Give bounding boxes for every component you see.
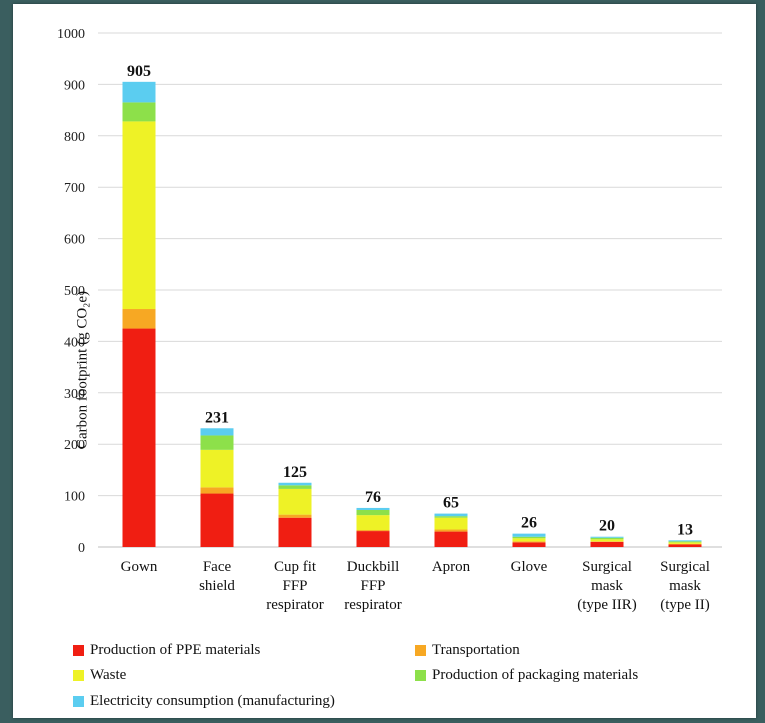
y-tick-label: 800 xyxy=(64,130,85,145)
bar-segment xyxy=(356,509,390,516)
bar-segment xyxy=(122,81,156,103)
x-tick-label: mask xyxy=(591,578,623,594)
y-axis-label: Carbon footprint (g CO₂e) xyxy=(74,290,91,450)
x-tick-label: Surgical xyxy=(582,559,632,575)
bar-segment xyxy=(434,531,468,547)
y-tick-label: 200 xyxy=(64,438,85,453)
bar-segment xyxy=(200,493,234,547)
x-tick-label: respirator xyxy=(344,597,401,613)
bar-segment xyxy=(200,428,234,436)
bar-segment xyxy=(668,542,702,544)
bar-segment xyxy=(668,544,702,547)
bar-segment xyxy=(200,487,234,494)
y-tick-label: 500 xyxy=(64,284,85,299)
bar-segment xyxy=(590,541,624,542)
bar-segment xyxy=(200,449,234,488)
total-data-label: 905 xyxy=(127,63,151,80)
x-tick-label: Duckbill xyxy=(347,559,400,575)
bar-segment xyxy=(512,542,546,547)
y-tick-label: 900 xyxy=(64,78,85,93)
bar-segment xyxy=(122,102,156,122)
total-data-label: 76 xyxy=(365,489,381,506)
bar-segment xyxy=(278,482,312,486)
bar-segment xyxy=(278,517,312,547)
bar-segment xyxy=(122,309,156,329)
bar-segment xyxy=(590,539,624,542)
bar-segment xyxy=(356,507,390,510)
y-tick-label: 100 xyxy=(64,490,85,505)
total-data-label: 13 xyxy=(677,521,693,538)
y-tick-label: 1000 xyxy=(57,27,85,42)
x-tick-label: Gown xyxy=(121,559,158,575)
x-tick-label: (type II) xyxy=(660,597,710,613)
bar-segment xyxy=(278,514,312,518)
total-data-label: 26 xyxy=(521,515,537,532)
bar-segment xyxy=(512,541,546,543)
bar-segment xyxy=(512,536,546,539)
total-data-label: 20 xyxy=(599,518,615,535)
bar-segment xyxy=(590,537,624,540)
bar-segment xyxy=(668,540,702,542)
x-tick-label: respirator xyxy=(266,597,323,613)
bar-segment xyxy=(434,516,468,518)
bar-segment xyxy=(512,538,546,542)
y-tick-label: 400 xyxy=(64,335,85,350)
bar-segment xyxy=(356,515,390,531)
y-tick-label: 0 xyxy=(78,541,85,556)
bar-segment xyxy=(434,517,468,530)
x-tick-label: shield xyxy=(199,578,235,594)
bar-segment xyxy=(512,533,546,537)
x-tick-label: FFP xyxy=(282,578,307,594)
x-tick-label: Face xyxy=(203,559,232,575)
x-tick-label: Glove xyxy=(511,559,548,575)
y-tick-label: 300 xyxy=(64,387,85,402)
bar-segment xyxy=(278,488,312,515)
bar-segment xyxy=(122,328,156,547)
bar-segment xyxy=(668,541,702,543)
x-tick-label: (type IIR) xyxy=(577,597,637,613)
bar-segment xyxy=(200,435,234,450)
bar-segment xyxy=(434,529,468,532)
bar-segment xyxy=(356,530,390,532)
bar-segment xyxy=(122,121,156,310)
x-tick-label: Surgical xyxy=(660,559,710,575)
bar-segment xyxy=(590,536,624,538)
x-tick-label: Apron xyxy=(432,559,471,575)
x-tick-label: FFP xyxy=(360,578,385,594)
total-data-label: 65 xyxy=(443,495,459,512)
bar-segment xyxy=(356,531,390,547)
y-tick-label: 600 xyxy=(64,233,85,248)
x-tick-label: Cup fit xyxy=(274,559,317,575)
bar-segment xyxy=(590,541,624,547)
total-data-label: 125 xyxy=(283,464,307,481)
x-tick-label: mask xyxy=(669,578,701,594)
total-data-label: 231 xyxy=(205,409,229,426)
bar-segment xyxy=(278,485,312,489)
bar-segment xyxy=(668,543,702,545)
y-tick-label: 700 xyxy=(64,181,85,196)
bar-segment xyxy=(434,513,468,517)
